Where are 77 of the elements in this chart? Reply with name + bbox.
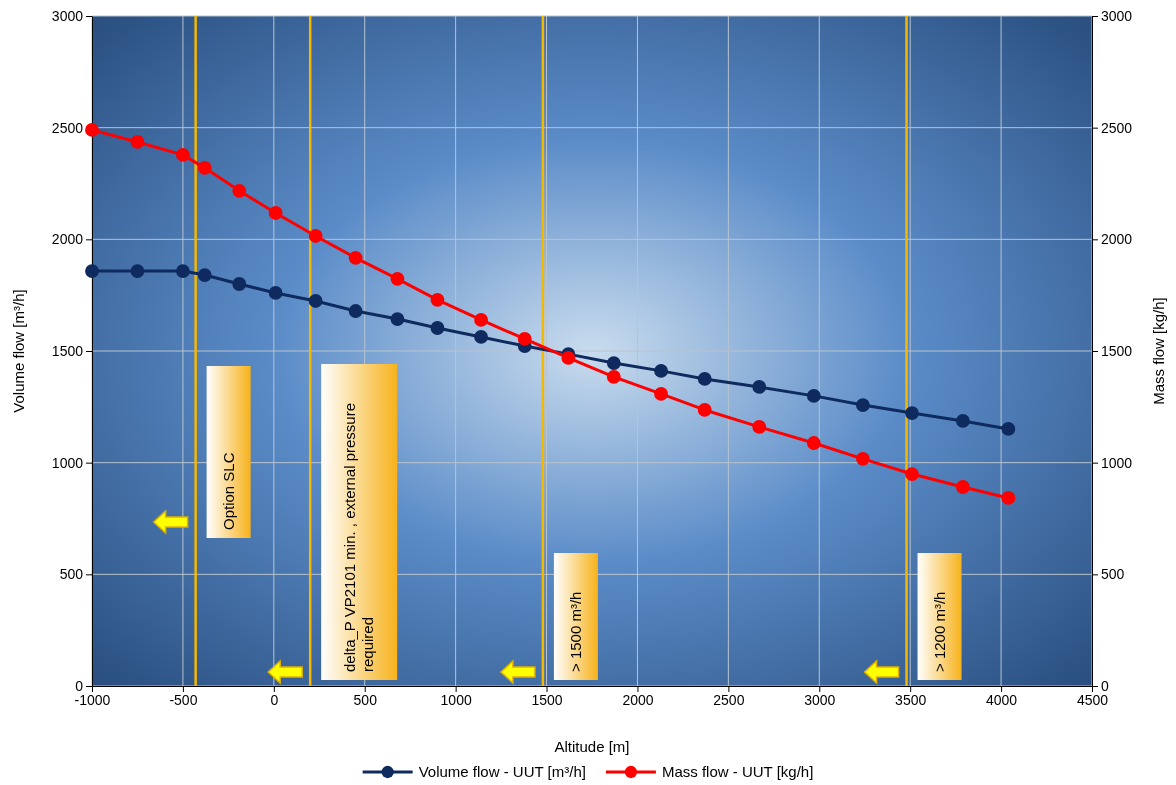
point xyxy=(390,312,405,326)
x-axis-title: Altitude [m] xyxy=(554,738,630,755)
point xyxy=(430,321,445,335)
point xyxy=(606,356,621,370)
x-tick-label: 3500 xyxy=(895,691,927,708)
y-axis-title: Volume flow [m³/h] xyxy=(10,289,27,413)
y-tick-label: 1000 xyxy=(51,454,84,471)
x-tick-label: 4500 xyxy=(1076,691,1109,708)
ref-line-label: delta_P VP2101 min. , external pressure required xyxy=(341,402,377,672)
point xyxy=(176,148,190,162)
point xyxy=(956,414,970,428)
x-tick-label: -1000 xyxy=(74,691,111,708)
ref-line-label: > 1200 m³/h xyxy=(930,591,948,672)
x-tick-label: -500 xyxy=(169,691,198,708)
point xyxy=(308,294,323,308)
point xyxy=(176,264,190,278)
point xyxy=(348,250,363,265)
point xyxy=(956,480,970,494)
point xyxy=(268,206,283,220)
point xyxy=(806,436,821,450)
y-tick-label: 500 xyxy=(59,566,84,583)
point xyxy=(130,135,145,149)
x-tick-label: 500 xyxy=(353,691,378,708)
y2-tick-label: 2000 xyxy=(1101,231,1133,248)
y2-tick-label: 2500 xyxy=(1101,119,1133,136)
y2-tick-label: 3000 xyxy=(1101,7,1133,24)
y-tick-label: 0 xyxy=(75,677,84,694)
point xyxy=(268,286,283,300)
point xyxy=(752,420,767,434)
point xyxy=(606,370,621,384)
point xyxy=(474,330,488,344)
legend-label: Mass flow - UUT [kg/h] xyxy=(661,763,814,780)
y2-tick-label: 0 xyxy=(1101,677,1109,694)
point xyxy=(856,451,870,466)
point xyxy=(308,229,323,243)
point xyxy=(197,268,212,282)
point xyxy=(654,386,668,401)
point xyxy=(905,406,919,420)
x-tick-label: 2000 xyxy=(622,691,654,708)
point xyxy=(85,264,99,278)
y2-axis-title: Mass flow [kg/h] xyxy=(1150,297,1167,405)
point xyxy=(430,292,445,307)
point xyxy=(390,271,405,286)
y2-tick-label: 1000 xyxy=(1101,454,1133,471)
ref-line-label: > 1500 m³/h xyxy=(566,591,584,672)
y2-tick-label: 500 xyxy=(1101,566,1125,583)
x-tick-label: 2500 xyxy=(713,691,745,708)
y-tick-label: 1500 xyxy=(51,342,84,359)
point xyxy=(905,467,919,481)
point xyxy=(197,160,212,175)
x-tick-label: 0 xyxy=(270,691,279,708)
point xyxy=(697,372,712,386)
point xyxy=(517,332,532,346)
legend-label: Volume flow - UUT [m³/h] xyxy=(418,763,586,780)
point xyxy=(856,398,870,412)
x-tick-label: 1500 xyxy=(531,691,563,708)
point xyxy=(474,313,488,327)
x-tick-label: 3000 xyxy=(804,691,836,708)
point xyxy=(1001,422,1016,436)
point xyxy=(697,403,712,417)
point xyxy=(348,304,363,318)
point xyxy=(561,351,576,365)
point xyxy=(85,123,99,137)
point xyxy=(232,183,247,198)
point xyxy=(806,388,821,403)
point xyxy=(654,363,668,378)
x-tick-label: 1000 xyxy=(440,691,472,708)
point xyxy=(232,277,247,291)
x-tick-label: 4000 xyxy=(986,691,1018,708)
y2-tick-label: 1500 xyxy=(1101,342,1133,359)
y-tick-label: 2500 xyxy=(51,119,84,136)
ref-line-label: Option SLC xyxy=(219,452,237,530)
y-tick-label: 3000 xyxy=(51,7,84,24)
point xyxy=(130,264,145,278)
y-tick-label: 2000 xyxy=(51,231,84,248)
point xyxy=(752,380,767,394)
point xyxy=(1001,491,1016,505)
